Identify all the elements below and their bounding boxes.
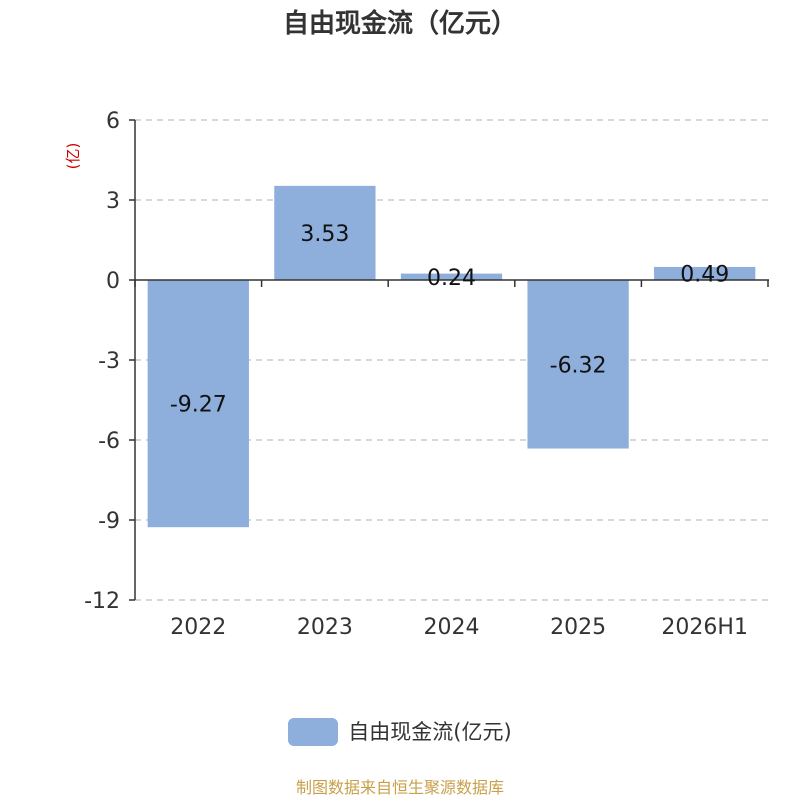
- y-tick-label: 3: [106, 189, 120, 214]
- x-tick-label: 2023: [297, 615, 353, 640]
- source-note: 制图数据来自恒生聚源数据库: [295, 778, 504, 797]
- legend-swatch: [288, 718, 339, 746]
- y-tick-label: -9: [98, 509, 120, 534]
- chart-title: 自由现金流（亿元）: [282, 9, 517, 39]
- y-tick-label: 6: [106, 109, 120, 134]
- bar-2023: [274, 185, 376, 280]
- y-tick-label: -3: [98, 349, 120, 374]
- data-labels: -9.27 3.53 0.24 -6.32 0.49: [170, 222, 729, 418]
- data-label: -6.32: [550, 353, 607, 378]
- axes: 6 3 0 -3 -6 -9 -12 2022 2023 2024 2025 2026H1: [84, 109, 769, 640]
- x-tick-label: 2022: [170, 615, 226, 640]
- data-label: 0.24: [427, 266, 476, 291]
- y-axis-label: (亿): [64, 143, 82, 170]
- data-label: 0.49: [680, 262, 729, 287]
- data-label: 3.53: [300, 222, 349, 247]
- bar-2025: [527, 280, 629, 449]
- legend-label: 自由现金流(亿元): [348, 720, 512, 744]
- bar-2022: [147, 280, 249, 528]
- y-tick-label: 0: [106, 269, 120, 294]
- bars: [147, 185, 756, 528]
- x-tick-label: 2024: [424, 615, 480, 640]
- bar-2024: [400, 273, 503, 280]
- data-label: -9.27: [170, 393, 227, 418]
- bar-2026h1: [654, 266, 756, 280]
- legend: 自由现金流(亿元): [0, 718, 800, 746]
- y-tick-label: -12: [84, 589, 120, 614]
- x-tick-label: 2025: [550, 615, 606, 640]
- y-tick-label: -6: [98, 429, 120, 454]
- x-tick-label: 2026H1: [661, 615, 748, 640]
